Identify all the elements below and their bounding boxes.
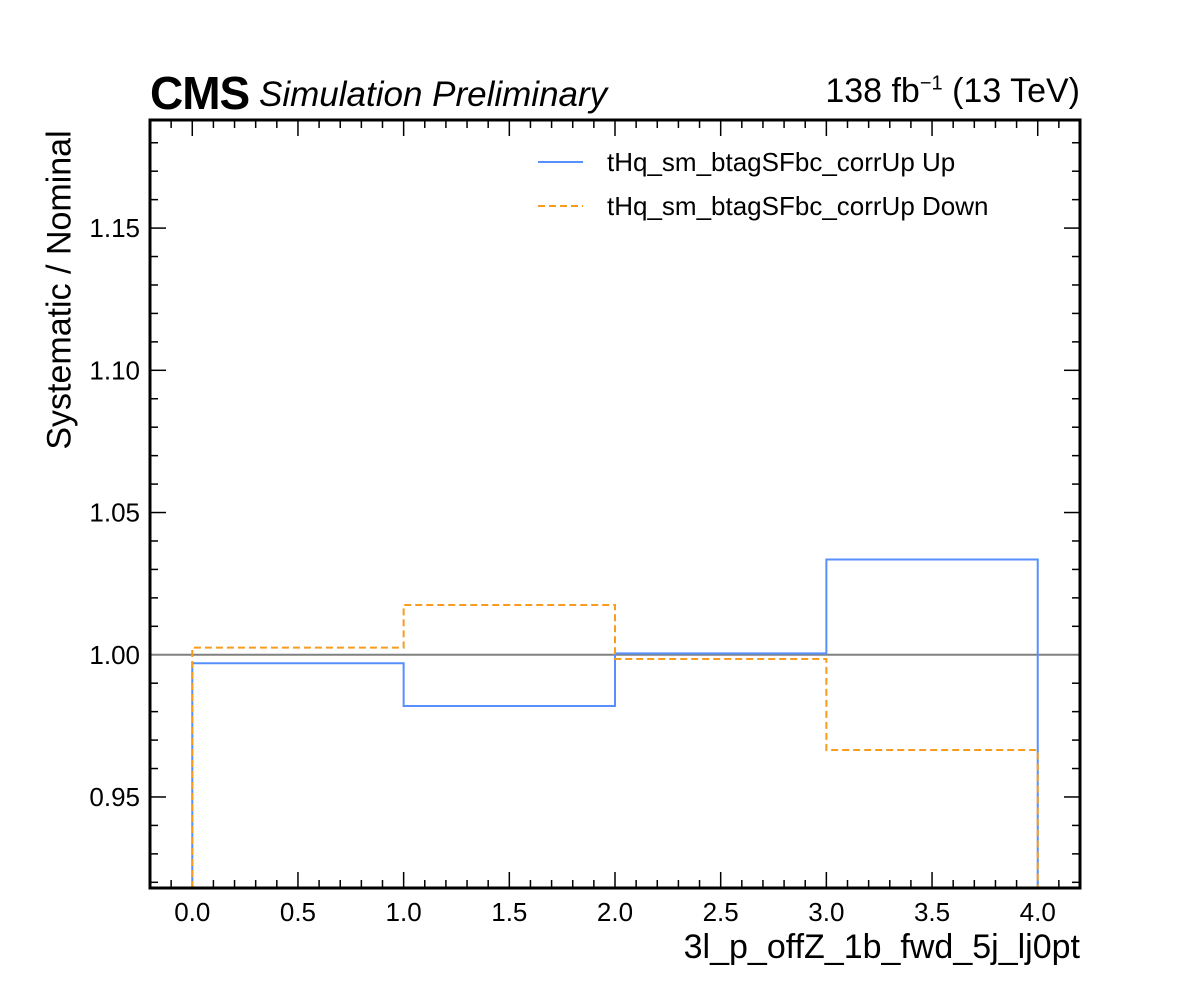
legend: tHq_sm_btagSFbc_corrUp Up tHq_sm_btagSFbc… — [538, 147, 989, 221]
x-tick-label: 1.5 — [491, 897, 527, 927]
series-layer — [191, 558, 1039, 888]
y-tick-label: 1.00 — [89, 640, 140, 670]
x-tick-label: 1.0 — [386, 897, 422, 927]
status-label: Simulation Preliminary — [259, 75, 608, 114]
x-tick-label: 0.0 — [174, 897, 210, 927]
legend-label-down: tHq_sm_btagSFbc_corrUp Down — [607, 191, 989, 221]
lumi-exponent: −1 — [919, 72, 943, 95]
x-axis-label: 3l_p_offZ_1b_fwd_5j_lj0pt — [683, 928, 1080, 966]
legend-label-up: tHq_sm_btagSFbc_corrUp Up — [607, 147, 955, 177]
y-tick-label: 1.10 — [89, 355, 140, 385]
x-tick-label: 3.5 — [914, 897, 950, 927]
y-axis-label: Systematic / Nominal — [40, 130, 79, 450]
y-tick-label: 0.95 — [89, 782, 140, 812]
minor-ticks — [149, 120, 1081, 888]
series-up-line — [191, 558, 1039, 888]
energy-label: (13 TeV) — [952, 72, 1080, 110]
x-tick-label: 4.0 — [1020, 897, 1056, 927]
lumi-value: 138 fb — [825, 72, 920, 110]
series-down-line — [191, 603, 1039, 888]
x-tick-label: 2.0 — [597, 897, 633, 927]
major-ticks — [150, 120, 1080, 888]
x-tick-label: 0.5 — [280, 897, 316, 927]
y-tick-label: 1.15 — [89, 213, 140, 243]
x-tick-label: 3.0 — [808, 897, 844, 927]
x-tick-label: 2.5 — [703, 897, 739, 927]
tick-labels: 0.0 0.5 1.0 1.5 2.0 2.5 3.0 3.5 4.0 0.95 1.00 1.05 1… — [89, 213, 1055, 927]
plot-frame — [148, 118, 1082, 890]
experiment-label: CMS — [150, 67, 250, 119]
y-tick-label: 1.05 — [89, 498, 140, 528]
luminosity-label: 138 fb−1 (13 TeV) — [825, 72, 1080, 111]
